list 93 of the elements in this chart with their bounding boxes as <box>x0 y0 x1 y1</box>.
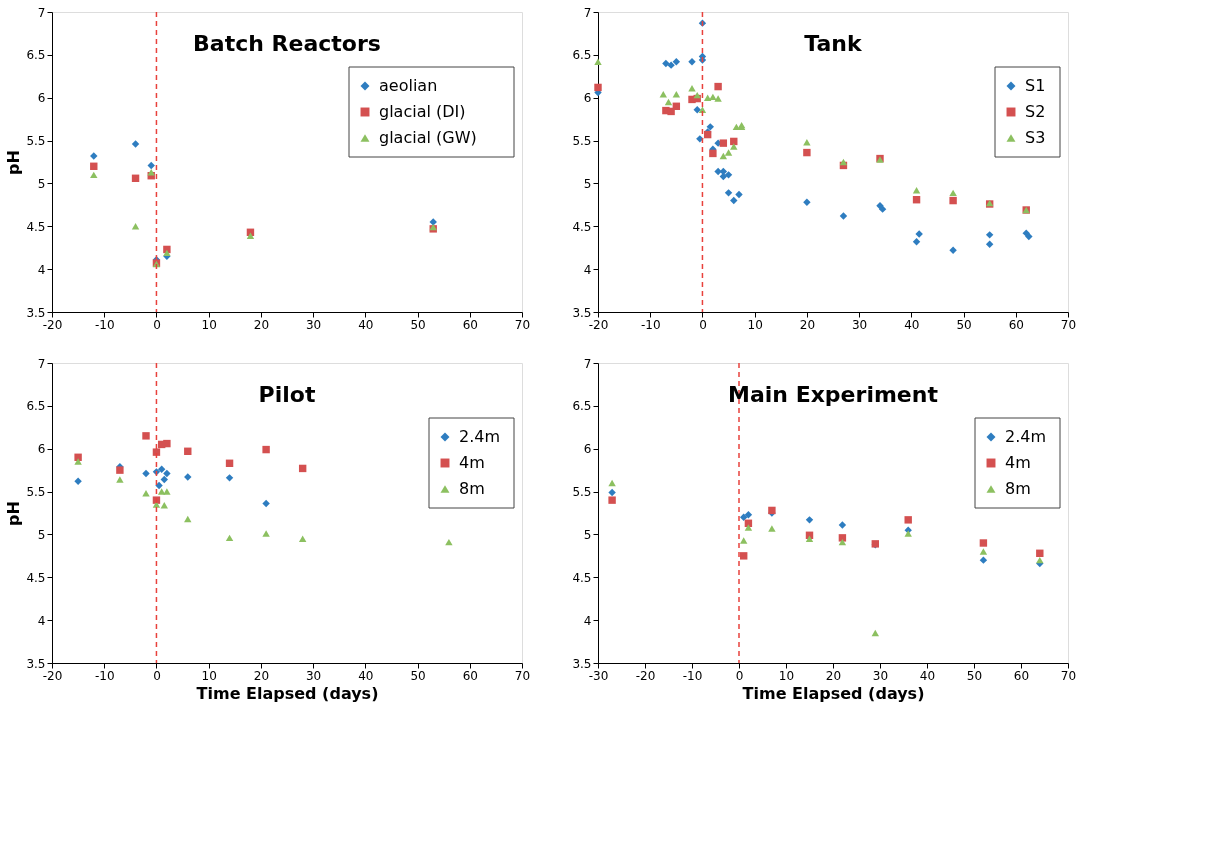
x-tick-label: 30 <box>305 317 322 332</box>
y-axis-title: pH <box>4 501 24 526</box>
x-tick-label: -10 <box>640 317 661 332</box>
x-tick-label: 60 <box>462 317 478 332</box>
y-tick-label: 4.5 <box>26 219 46 234</box>
text: Main Experiment <box>728 382 939 407</box>
legend-label: 4m <box>1005 453 1031 472</box>
x-tick-label: -10 <box>94 317 115 332</box>
y-tick-label: 5.5 <box>572 485 592 500</box>
legend-label: glacial (DI) <box>379 102 466 121</box>
y-tick-label: 4.5 <box>26 570 46 585</box>
x-tick-label: -20 <box>42 317 63 332</box>
y-axis-title: pH <box>4 150 24 175</box>
x-tick-label: 70 <box>514 317 531 332</box>
y-tick-label: 6.5 <box>26 48 46 63</box>
x-tick-label: 20 <box>825 668 842 683</box>
legend-label: S2 <box>1025 102 1046 121</box>
y-tick-label: 7 <box>37 356 46 371</box>
y-tick-label: 4 <box>583 613 592 628</box>
legend-label: 8m <box>1005 479 1031 498</box>
x-tick-label: 10 <box>778 668 795 683</box>
x-tick-label: 0 <box>735 668 744 683</box>
x-tick-label: 60 <box>1008 317 1024 332</box>
x-tick-label: 40 <box>358 317 374 332</box>
legend-label: S1 <box>1025 76 1046 95</box>
y-tick-label: 6.5 <box>572 48 592 63</box>
y-tick-label: 6 <box>37 91 46 106</box>
y-tick-label: 5 <box>583 176 592 191</box>
x-tick-label: 70 <box>514 668 531 683</box>
x-tick-label: 50 <box>410 668 426 683</box>
x-tick-label: 30 <box>851 317 868 332</box>
x-tick-label: 10 <box>201 668 217 683</box>
x-axis-title: Time Elapsed (days) <box>196 683 379 703</box>
y-tick-label: 7 <box>583 356 592 371</box>
text: Batch Reactors <box>193 31 381 56</box>
y-tick-label: 6.5 <box>26 399 46 414</box>
x-tick-label: -10 <box>682 668 703 683</box>
y-tick-label: 6 <box>37 442 46 457</box>
x-tick-label: 50 <box>410 317 426 332</box>
x-tick-label: 40 <box>904 317 920 332</box>
y-tick-label: 5 <box>37 527 46 542</box>
y-tick-label: 5 <box>37 176 46 191</box>
legend-label: 8m <box>459 479 485 498</box>
x-tick-label: -10 <box>94 668 115 683</box>
x-tick-label: 20 <box>253 317 270 332</box>
x-tick-label: 40 <box>919 668 936 683</box>
x-tick-label: -20 <box>635 668 656 683</box>
y-tick-label: 5 <box>583 527 592 542</box>
x-tick-label: 60 <box>1013 668 1030 683</box>
y-tick-label: 4.5 <box>572 219 592 234</box>
legend-label: 2.4m <box>459 427 501 446</box>
legend-label: glacial (GW) <box>379 128 477 147</box>
legend-label: aeolian <box>379 76 438 95</box>
y-tick-label: 3.5 <box>572 656 592 671</box>
x-tick-label: 50 <box>956 317 972 332</box>
y-tick-label: 3.5 <box>26 656 46 671</box>
x-tick-label: 30 <box>872 668 889 683</box>
x-tick-label: 20 <box>253 668 270 683</box>
x-tick-label: 10 <box>747 317 763 332</box>
x-tick-label: -20 <box>42 668 63 683</box>
y-tick-label: 7 <box>37 5 46 20</box>
y-tick-label: 6.5 <box>572 399 592 414</box>
y-tick-label: 6 <box>583 91 592 106</box>
y-tick-label: 5.5 <box>26 485 46 500</box>
legend-label: S3 <box>1025 128 1046 147</box>
y-tick-label: 3.5 <box>26 305 46 320</box>
x-tick-label: 0 <box>699 317 707 332</box>
y-tick-label: 4 <box>37 613 46 628</box>
x-axis-title: Time Elapsed (days) <box>742 683 925 703</box>
x-tick-label: -30 <box>588 668 609 683</box>
legend-label: 2.4m <box>1005 427 1047 446</box>
y-tick-label: 5.5 <box>572 134 592 149</box>
text: Tank <box>804 31 864 56</box>
x-tick-label: 0 <box>153 668 161 683</box>
y-tick-label: 3.5 <box>572 305 592 320</box>
x-tick-label: -20 <box>588 317 609 332</box>
x-tick-label: 40 <box>358 668 374 683</box>
y-tick-label: 4.5 <box>572 570 592 585</box>
x-tick-label: 50 <box>966 668 983 683</box>
text: Pilot <box>258 382 316 407</box>
y-tick-label: 4 <box>583 262 592 277</box>
y-tick-label: 6 <box>583 442 592 457</box>
x-tick-label: 70 <box>1060 317 1077 332</box>
y-tick-label: 5.5 <box>26 134 46 149</box>
x-tick-label: 20 <box>799 317 816 332</box>
x-tick-label: 60 <box>462 668 478 683</box>
x-tick-label: 70 <box>1060 668 1077 683</box>
legend-label: 4m <box>459 453 485 472</box>
y-tick-label: 4 <box>37 262 46 277</box>
x-tick-label: 10 <box>201 317 217 332</box>
x-tick-label: 30 <box>305 668 322 683</box>
y-tick-label: 7 <box>583 5 592 20</box>
x-tick-label: 0 <box>153 317 161 332</box>
